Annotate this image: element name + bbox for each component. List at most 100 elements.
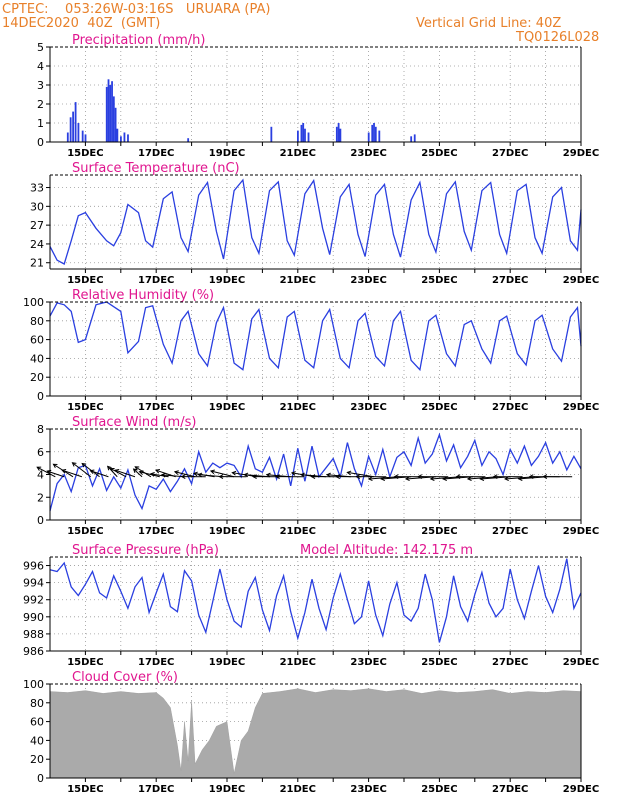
precip-bar	[338, 123, 340, 142]
x-tick-label: 15DEC	[67, 784, 103, 795]
precipitation-title: Precipitation (mm/h)	[72, 33, 205, 48]
x-tick-label: 19DEC	[209, 526, 245, 537]
precip-bar	[108, 79, 110, 142]
y-tick-label: 21	[30, 257, 44, 270]
y-tick-label: 40	[30, 734, 44, 747]
precip-bar	[85, 134, 87, 142]
precip-bar	[116, 129, 118, 142]
x-tick-label: 23DEC	[350, 526, 386, 537]
y-tick-label: 990	[23, 611, 44, 624]
precip-bar	[115, 108, 117, 142]
x-tick-label: 23DEC	[350, 275, 386, 286]
x-tick-label: 21DEC	[280, 657, 316, 668]
x-tick-label: 19DEC	[209, 275, 245, 286]
y-tick-label: 8	[37, 423, 44, 436]
x-tick-label: 15DEC	[67, 526, 103, 537]
precip-bar	[368, 133, 370, 143]
y-tick-label: 0	[37, 772, 44, 785]
y-tick-label: 33	[30, 182, 44, 195]
x-tick-label: 19DEC	[209, 148, 245, 159]
x-tick-label: 27DEC	[492, 148, 528, 159]
precip-bar	[410, 136, 412, 142]
precip-bar	[373, 123, 375, 142]
x-tick-label: 25DEC	[421, 148, 457, 159]
y-tick-label: 24	[30, 238, 44, 251]
y-tick-label: 80	[30, 315, 44, 328]
cloud-area	[50, 689, 581, 778]
y-tick-label: 40	[30, 352, 44, 365]
x-tick-label: 27DEC	[492, 526, 528, 537]
wind-arrow	[276, 475, 303, 479]
precip-bar	[375, 127, 377, 142]
pressure-panel: Surface Pressure (hPa)Model Altitude: 14…	[23, 543, 599, 668]
header-location: CPTEC: 053:26W-03:16S URUARA (PA)	[2, 2, 270, 17]
pressure-title: Surface Pressure (hPa)	[72, 543, 219, 558]
x-tick-label: 25DEC	[421, 657, 457, 668]
x-tick-label: 27DEC	[492, 402, 528, 413]
x-tick-label: 21DEC	[280, 402, 316, 413]
temperature-title: Surface Temperature (nC)	[72, 161, 240, 176]
precip-bar	[297, 131, 299, 142]
header-code: TQ0126L028	[515, 30, 599, 45]
y-tick-label: 6	[37, 446, 44, 459]
precip-bar	[336, 127, 338, 142]
header-date: 14DEC2020 40Z (GMT)	[2, 16, 160, 31]
x-tick-label: 15DEC	[67, 657, 103, 668]
precip-bar	[304, 129, 306, 142]
y-tick-label: 60	[30, 716, 44, 729]
x-tick-label: 25DEC	[421, 402, 457, 413]
x-tick-label: 29DEC	[563, 148, 599, 159]
x-tick-label: 17DEC	[138, 526, 174, 537]
temperature-line	[50, 180, 581, 264]
x-tick-label: 25DEC	[421, 526, 457, 537]
wind-arrow-shaft	[90, 471, 108, 477]
x-tick-label: 17DEC	[138, 275, 174, 286]
y-tick-label: 986	[23, 645, 44, 658]
y-tick-label: 988	[23, 628, 44, 641]
precip-bar	[301, 125, 303, 142]
precip-bar	[308, 133, 310, 143]
wind-arrow-shaft	[135, 467, 151, 477]
humidity-title: Relative Humidity (%)	[72, 288, 214, 303]
x-tick-label: 21DEC	[280, 784, 316, 795]
y-tick-label: 5	[37, 41, 44, 54]
y-tick-label: 0	[37, 136, 44, 149]
x-tick-label: 25DEC	[421, 275, 457, 286]
x-tick-label: 27DEC	[492, 657, 528, 668]
y-tick-label: 3	[37, 79, 44, 92]
y-tick-label: 100	[23, 296, 44, 309]
x-tick-label: 19DEC	[209, 657, 245, 668]
x-tick-label: 29DEC	[563, 275, 599, 286]
precip-bar	[378, 131, 380, 142]
y-tick-label: 1	[37, 117, 44, 130]
x-tick-label: 29DEC	[563, 526, 599, 537]
x-tick-label: 23DEC	[350, 784, 386, 795]
precip-bar	[127, 134, 129, 142]
x-tick-label: 21DEC	[280, 275, 316, 286]
header-vgrid: Vertical Grid Line: 40Z	[416, 16, 561, 31]
y-tick-label: 30	[30, 200, 44, 213]
y-tick-label: 996	[23, 560, 44, 573]
x-tick-label: 17DEC	[138, 402, 174, 413]
x-tick-label: 15DEC	[67, 275, 103, 286]
cloud-cover-title: Cloud Cover (%)	[72, 670, 178, 685]
x-tick-label: 23DEC	[350, 657, 386, 668]
precip-bar	[109, 85, 111, 142]
wind-title: Surface Wind (m/s)	[72, 415, 196, 430]
precip-bar	[302, 123, 304, 142]
x-tick-label: 15DEC	[67, 402, 103, 413]
x-tick-label: 21DEC	[280, 526, 316, 537]
wind-arrow	[90, 470, 108, 477]
y-tick-label: 60	[30, 334, 44, 347]
x-tick-label: 29DEC	[563, 657, 599, 668]
wind-arrow	[219, 475, 246, 479]
x-tick-label: 17DEC	[138, 148, 174, 159]
x-tick-label: 25DEC	[421, 784, 457, 795]
y-tick-label: 80	[30, 697, 44, 710]
x-tick-label: 19DEC	[209, 784, 245, 795]
